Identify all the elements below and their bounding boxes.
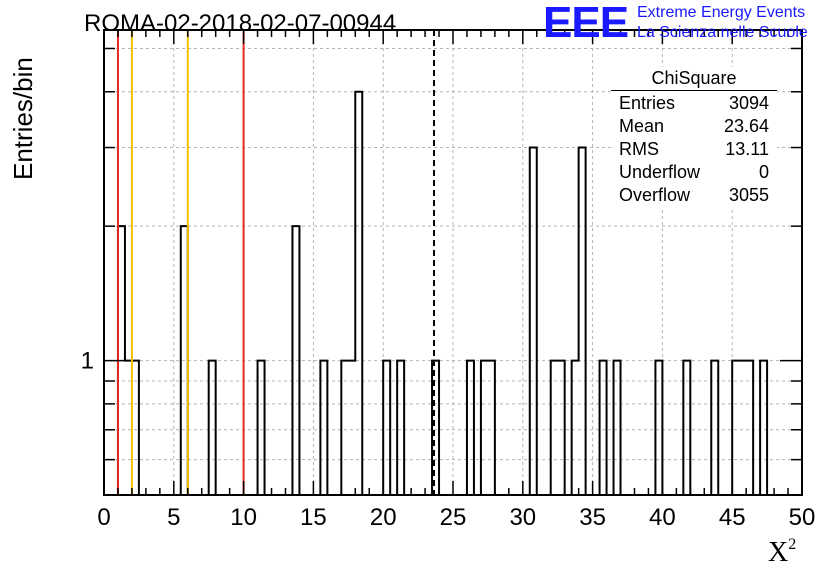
stats-label: Underflow [619,162,701,182]
stats-box: ChiSquare Entries 3094 Mean 23.64 RMS 13.11… [611,67,777,207]
histogram-bin [481,361,488,495]
eee-logo: EEE [543,0,629,47]
histogram-bin [614,361,621,495]
stats-label: Entries [619,93,676,113]
x-tick-label: 10 [230,504,257,531]
histogram-bin [209,361,216,495]
histogram-bin [320,361,327,495]
histogram-bin [530,148,537,495]
x-tick-label: 25 [440,504,467,531]
x-tick-label: 40 [649,504,676,531]
histogram-bin [683,361,690,495]
histogram-bin [341,361,348,495]
x-tick-label: 15 [300,504,327,531]
histogram-bin [488,361,495,495]
stats-row: RMS 13.11 [611,138,777,161]
stats-value: 13.11 [725,139,769,159]
histogram-bin [292,226,299,495]
histogram-bin [558,361,565,495]
histogram-bin [132,361,139,495]
histogram-bin [467,361,474,495]
histogram-bin [760,361,767,495]
histogram-bin [355,92,362,495]
x-tick-label: 50 [789,504,816,531]
chart-title: ROMA-02-2018-02-07-00944 [84,10,397,37]
logo-line-1: Extreme Energy Events [637,4,806,21]
stats-label: Overflow [619,185,691,205]
histogram-bin [383,361,390,495]
histogram-bin [551,361,558,495]
stats-value: 23.64 [723,116,769,136]
y-tick-label: 1 [81,348,94,375]
stats-title: ChiSquare [611,67,777,91]
x-tick-label: 0 [97,504,110,531]
x-tick-label: 30 [509,504,536,531]
histogram-bin [125,361,132,495]
histogram-bin [572,361,579,495]
stats-value: 3055 [728,185,769,205]
y-axis-label: Entries/bin [8,57,38,180]
logo-line-2: La Scienza nelle Scuole [637,24,808,41]
histogram-bin [397,361,404,495]
x-axis-label-sup: 2 [788,536,797,553]
x-axis-label: X2 [768,536,796,569]
logo-caption: Extreme Energy Events La Scienza nelle S… [637,3,808,43]
histogram-bin [258,361,265,495]
histogram-bin [181,226,188,495]
histogram-bin [579,148,586,495]
stats-value: 3094 [728,93,769,113]
histogram-bin [348,361,355,495]
x-tick-label: 45 [719,504,746,531]
histogram-bin [711,361,718,495]
histogram-bin [655,361,662,495]
stats-row: Entries 3094 [611,92,777,115]
histogram-bin [732,361,739,495]
stats-label: RMS [619,139,659,159]
stats-row: Overflow 3055 [611,184,777,207]
histogram-bin [739,361,746,495]
x-axis-label-base: X [768,537,789,568]
x-tick-label: 20 [370,504,397,531]
stats-label: Mean [619,116,665,136]
stats-row: Mean 23.64 [611,115,777,138]
x-tick-label: 5 [167,504,180,531]
histogram-bin [600,361,607,495]
stats-row: Underflow 0 [611,161,777,184]
histogram-bin [746,361,753,495]
stats-value: 0 [758,162,769,182]
x-tick-label: 35 [579,504,606,531]
